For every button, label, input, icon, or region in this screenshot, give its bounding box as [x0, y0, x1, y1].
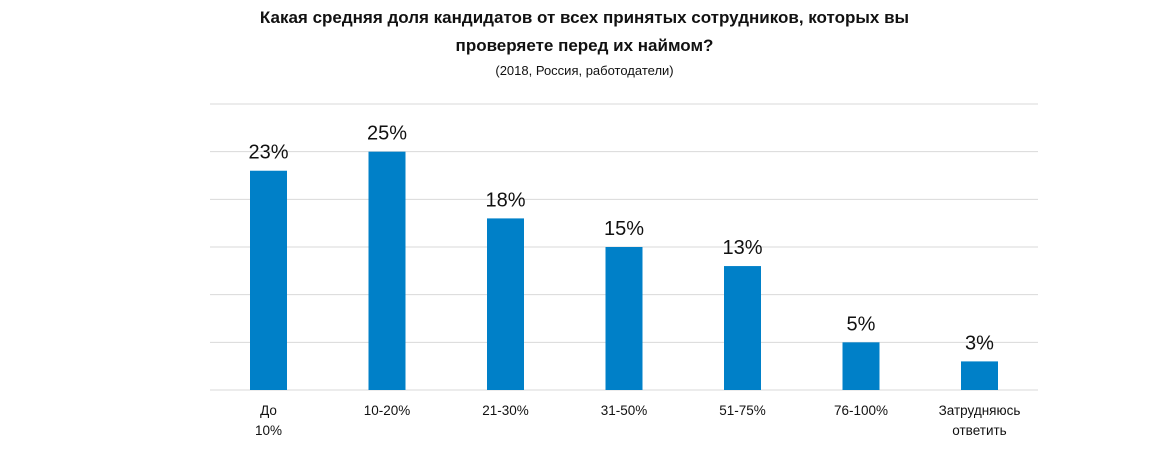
- data-label: 23%: [248, 142, 288, 164]
- bar: [487, 218, 524, 390]
- bar: [724, 266, 761, 390]
- x-tick-label: 31-50%: [601, 403, 648, 418]
- chart-title-line2: проверяете перед их наймом?: [455, 36, 714, 55]
- chart-title-line1: Какая средняя доля кандидатов от всех пр…: [259, 8, 910, 27]
- data-label: 3%: [965, 332, 994, 354]
- data-label: 15%: [604, 218, 644, 240]
- data-label: 18%: [485, 189, 525, 211]
- bar: [961, 361, 998, 390]
- x-tick-label: До 10%: [255, 403, 282, 438]
- chart-subtitle: (2018, Россия, работодатели): [495, 63, 674, 78]
- x-tick-label: 10-20%: [364, 403, 411, 418]
- x-tick-label: Затрудняюсь ответить: [939, 403, 1021, 438]
- data-label: 13%: [722, 237, 762, 259]
- x-tick-label: 76-100%: [834, 403, 888, 418]
- bar: [605, 247, 643, 390]
- x-tick-label: 51-75%: [719, 403, 766, 418]
- bar: [842, 342, 880, 390]
- bar: [250, 170, 287, 390]
- bar: [368, 151, 406, 390]
- data-label: 25%: [367, 123, 407, 145]
- x-tick-label: 21-30%: [482, 403, 529, 418]
- data-label: 5%: [847, 313, 876, 335]
